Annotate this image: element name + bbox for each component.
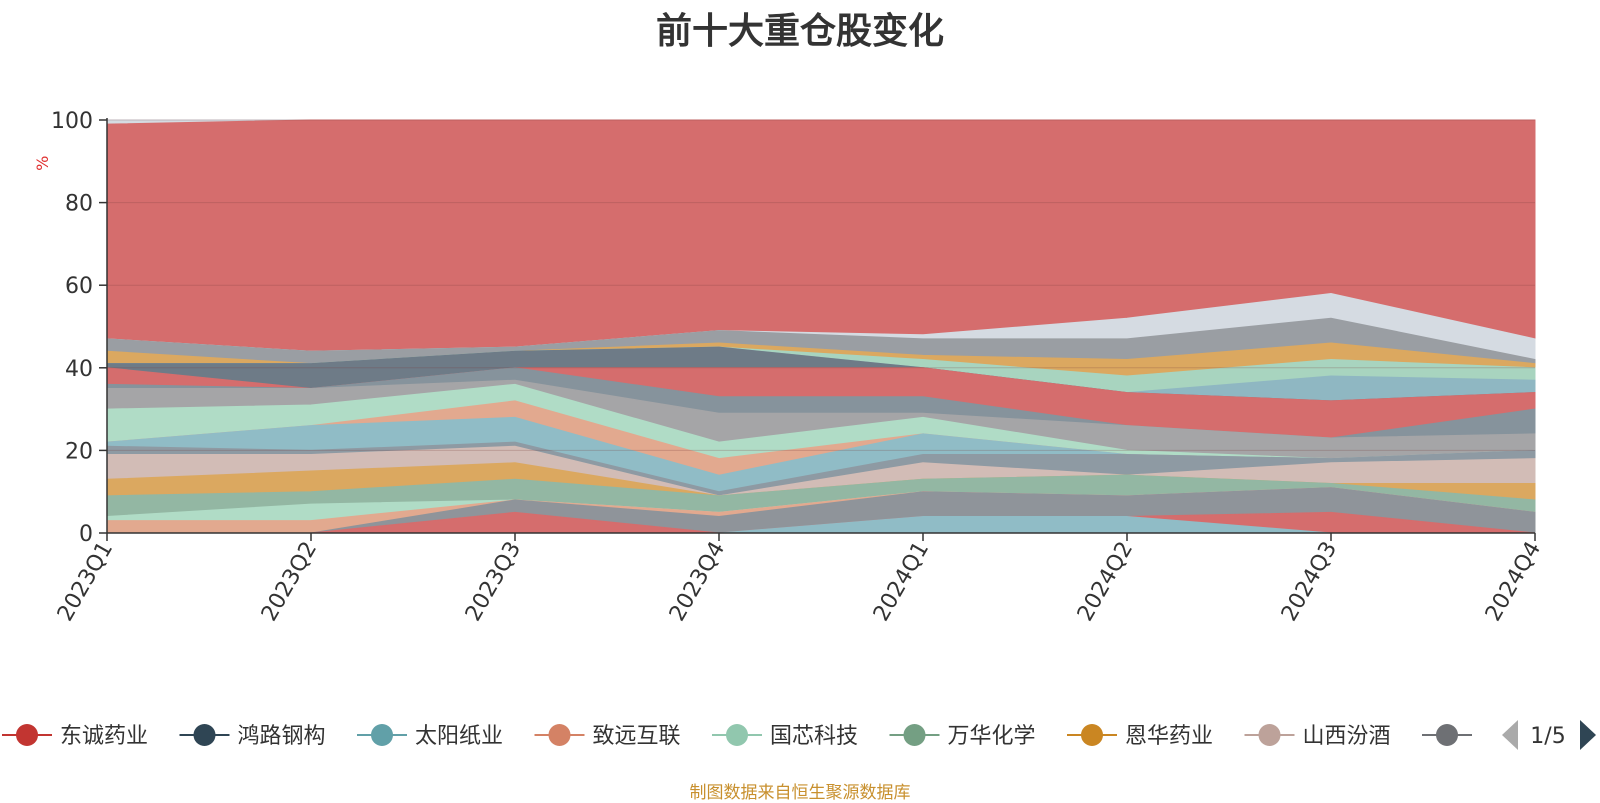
y-tick-label-40: 40 [65, 357, 93, 382]
legend-label: 国芯科技 [770, 724, 858, 749]
source-note: 制图数据来自恒生聚源数据库 [689, 783, 911, 803]
legend-marker [1081, 724, 1103, 746]
legend-item-1[interactable]: 鸿路钢构 [179, 724, 326, 749]
x-tick-label-2023Q1: 2023Q1 [53, 538, 118, 626]
legend-item-8[interactable] [1422, 724, 1472, 746]
legend-label: 鸿路钢构 [238, 724, 326, 749]
x-tick-label-2024Q1: 2024Q1 [869, 538, 934, 626]
legend-item-5[interactable]: 万华化学 [889, 724, 1036, 749]
legend-item-2[interactable]: 太阳纸业 [357, 724, 503, 749]
x-tick-label-2023Q3: 2023Q3 [461, 538, 526, 626]
legend-item-3[interactable]: 致远互联 [534, 724, 681, 749]
x-tick-label-2024Q2: 2024Q2 [1073, 538, 1138, 626]
y-tick-label-100: 100 [51, 109, 93, 134]
y-tick-label-60: 60 [65, 274, 93, 299]
legend-label: 东诚药业 [60, 724, 148, 749]
legend-marker [1436, 724, 1458, 746]
legend-pager: 1/5 [1502, 720, 1596, 750]
legend-next-icon[interactable] [1580, 720, 1596, 750]
legend-label: 致远互联 [593, 724, 681, 749]
legend-marker [16, 724, 38, 746]
legend-item-6[interactable]: 恩华药业 [1067, 724, 1213, 749]
gridlines [107, 119, 1535, 451]
legend-item-4[interactable]: 国芯科技 [712, 724, 858, 749]
x-tick-label-2024Q4: 2024Q4 [1481, 538, 1546, 626]
legend-page-indicator: 1/5 [1530, 724, 1565, 749]
legend-label: 恩华药业 [1125, 724, 1213, 749]
legend-marker [726, 724, 748, 746]
legend-label: 山西汾酒 [1303, 724, 1391, 749]
legend-marker [193, 724, 216, 746]
x-tick-label-2023Q4: 2023Q4 [665, 538, 730, 626]
legend-marker [371, 724, 393, 746]
legend-label: 万华化学 [948, 724, 1036, 749]
y-tick-label-20: 20 [65, 439, 93, 464]
legend: 东诚药业 鸿路钢构 太阳纸业 致远互联 国芯科技 万华化学 恩华药业 山西汾酒 [2, 724, 1472, 749]
y-axis-unit: % [33, 156, 52, 171]
legend-label: 太阳纸业 [415, 724, 503, 749]
legend-marker [903, 724, 926, 746]
x-tick-label-2024Q3: 2024Q3 [1277, 538, 1342, 626]
legend-marker [1258, 724, 1281, 746]
y-tick-label-0: 0 [79, 522, 93, 547]
legend-item-7[interactable]: 山西汾酒 [1244, 724, 1391, 749]
chart-title: 前十大重仓股变化 [655, 11, 944, 52]
legend-marker [548, 724, 571, 746]
y-tick-label-80: 80 [65, 192, 93, 217]
x-tick-label-2023Q2: 2023Q2 [257, 538, 322, 626]
area-bands [106, 119, 1536, 534]
legend-prev-icon[interactable] [1502, 720, 1518, 750]
legend-item-0[interactable]: 东诚药业 [2, 724, 148, 749]
